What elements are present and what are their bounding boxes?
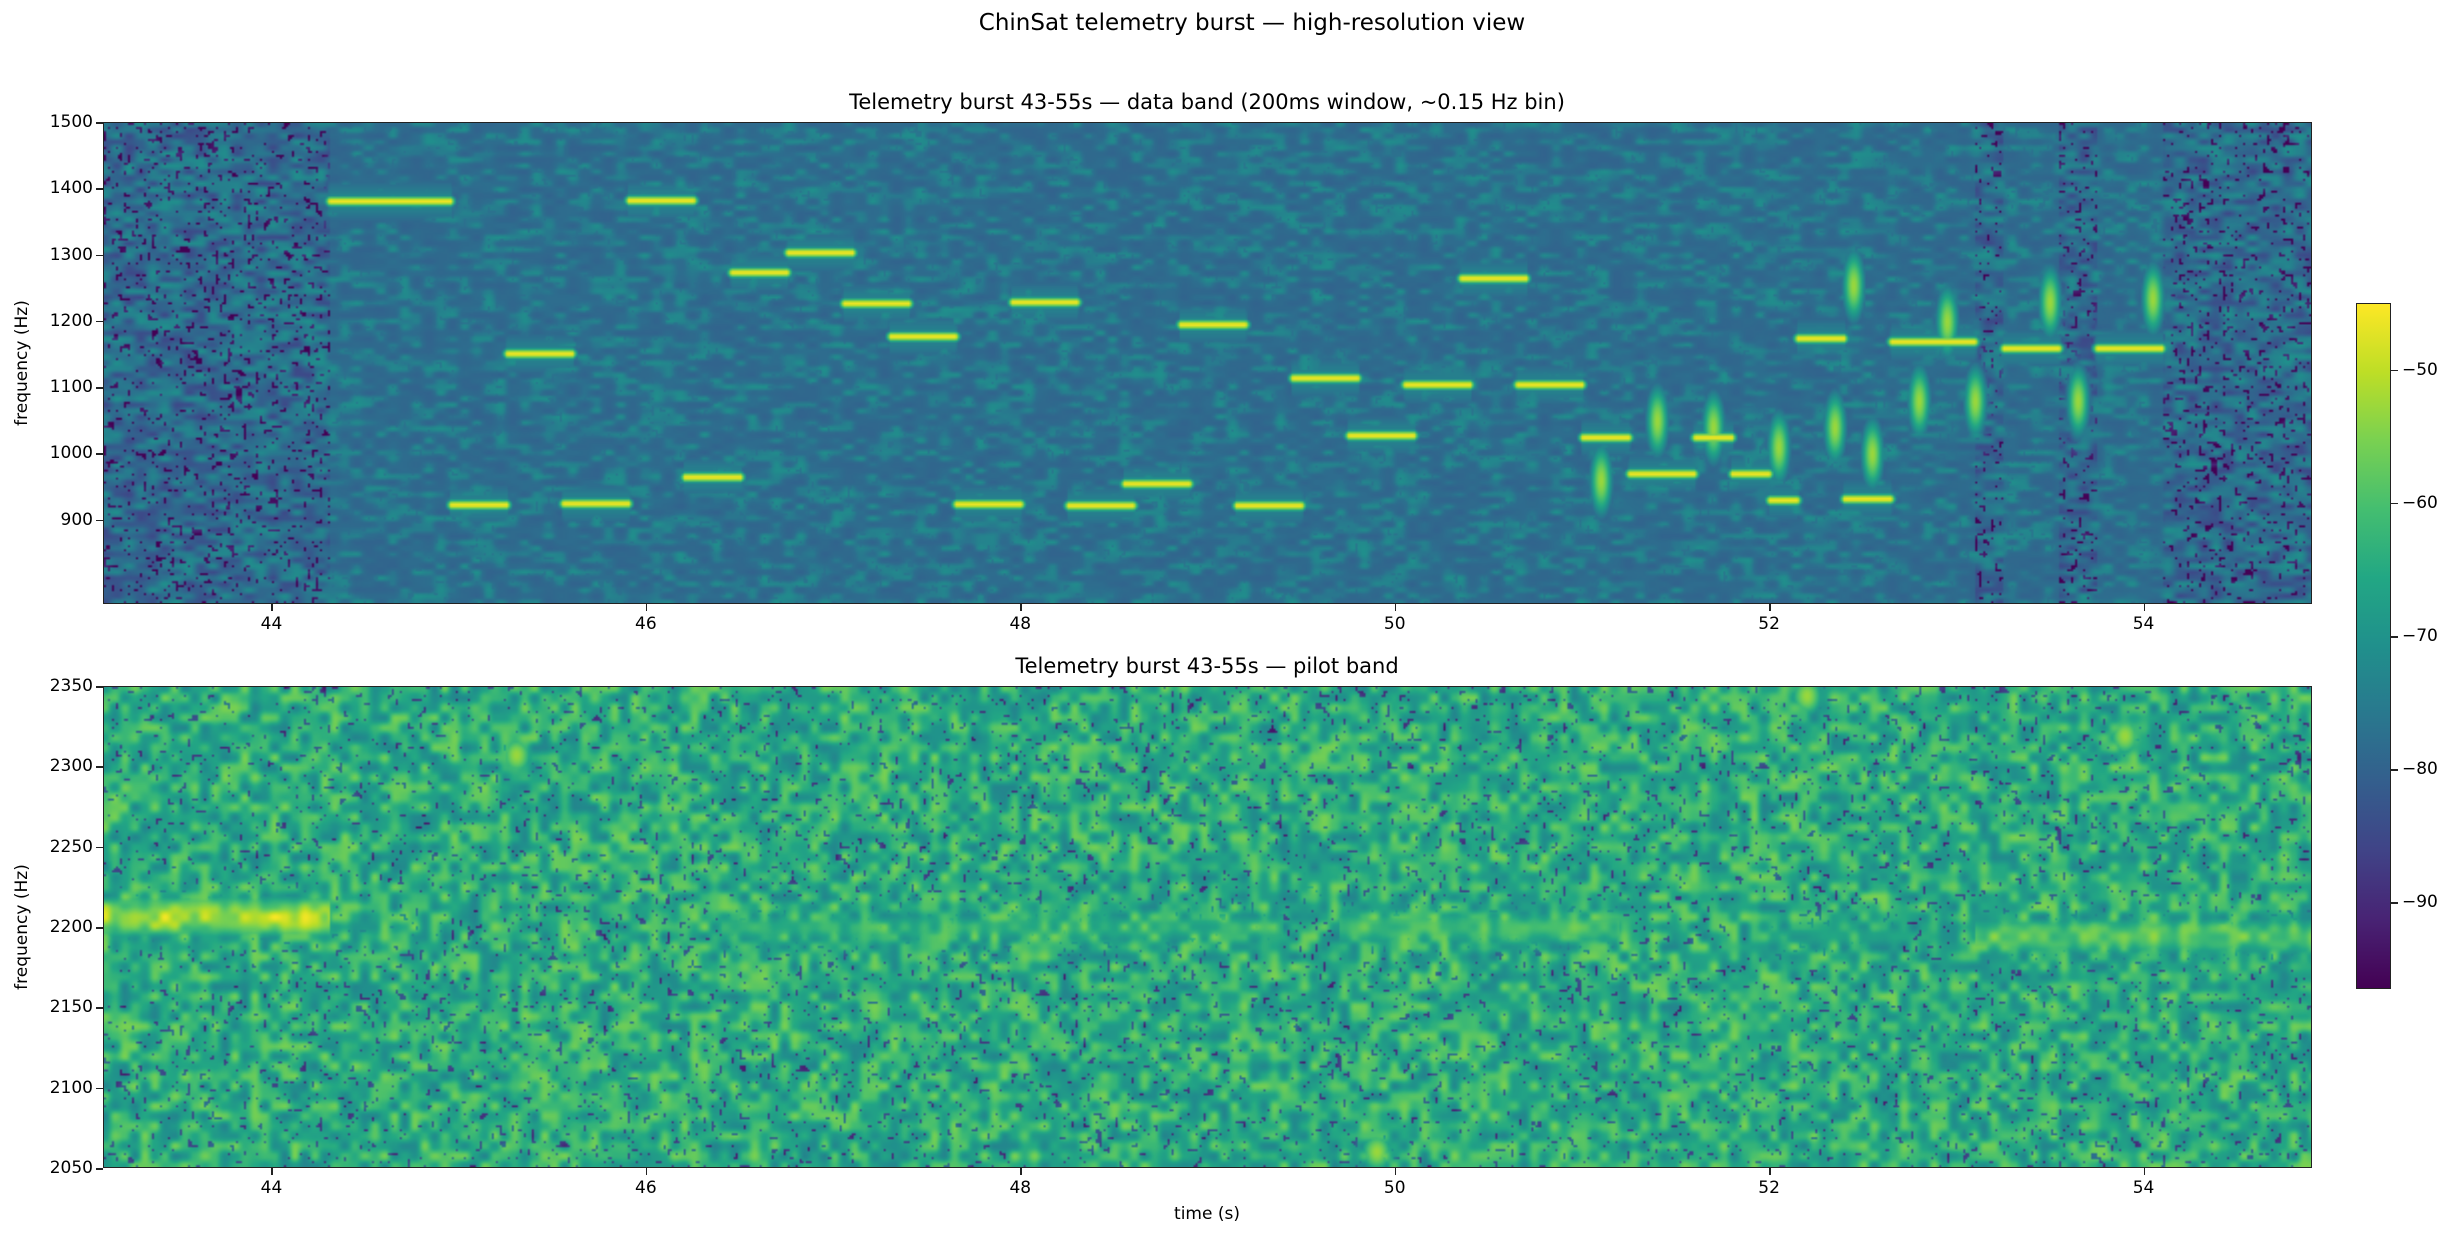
colorbar-tick-label: −60 [2402, 492, 2438, 513]
y-tick-label: 2300 [49, 756, 93, 777]
y-tick-label: 900 [60, 509, 93, 530]
data-band-spectrogram [103, 122, 2312, 604]
y-tick [96, 453, 103, 455]
x-tick [645, 1168, 648, 1175]
x-tick [1769, 1168, 1771, 1175]
y-tick [96, 1087, 103, 1090]
y-tick-label: 2250 [49, 836, 93, 857]
colorbar-tick [2391, 369, 2398, 372]
x-tick [1020, 604, 1022, 611]
y-tick [96, 519, 103, 522]
y-tick-label: 2100 [49, 1077, 93, 1098]
colorbar-tick-label: −80 [2402, 759, 2438, 780]
pilot-band-title: Telemetry burst 43-55s — pilot band [1015, 654, 1399, 678]
x-tick-label: 44 [260, 614, 283, 634]
x-tick-label: 46 [635, 614, 657, 634]
data-band-title: Telemetry burst 43-55s — data band (200m… [849, 90, 1565, 114]
y-tick-label: 1100 [49, 377, 93, 398]
y-tick [96, 122, 103, 124]
y-tick [96, 1168, 103, 1170]
x-tick-label: 44 [260, 1178, 283, 1198]
x-tick [1769, 604, 1771, 611]
colorbar-tick [2391, 636, 2398, 638]
y-tick [96, 846, 103, 849]
y-tick-label: 2150 [49, 997, 93, 1018]
x-tick [1394, 1168, 1397, 1175]
y-tick [96, 188, 103, 190]
y-tick [96, 766, 103, 768]
y-tick-label: 1300 [49, 244, 93, 265]
x-tick-label: 46 [635, 1178, 657, 1198]
figure-title: ChinSat telemetry burst — high-resolutio… [978, 10, 1526, 36]
x-tick [271, 1168, 273, 1175]
x-tick-label: 54 [2132, 1178, 2155, 1198]
pilot-band-y-axis-label: frequency (Hz) [12, 864, 32, 990]
x-tick-label: 48 [1009, 614, 1032, 634]
x-tick [2143, 1168, 2146, 1175]
y-tick [96, 320, 103, 323]
y-tick [96, 686, 103, 688]
x-tick [2143, 604, 2146, 611]
x-tick-label: 54 [2132, 614, 2155, 634]
x-tick-label: 52 [1758, 614, 1780, 634]
y-tick [96, 254, 103, 257]
colorbar-tick-label: −50 [2402, 359, 2438, 380]
y-tick-label: 2050 [49, 1158, 93, 1178]
data-band-heatmap [104, 123, 2311, 603]
colorbar-tick-label: −90 [2402, 892, 2438, 913]
x-tick [1020, 1168, 1022, 1175]
y-tick-label: 1200 [49, 310, 93, 331]
data-band-y-axis-label: frequency (Hz) [12, 300, 32, 426]
x-tick-label: 50 [1383, 1178, 1406, 1198]
y-tick-label: 1400 [49, 178, 93, 199]
y-tick-label: 2350 [49, 676, 93, 696]
colorbar-tick [2391, 502, 2398, 505]
y-tick-label: 2200 [49, 917, 93, 937]
colorbar [2356, 303, 2391, 989]
colorbar-tick [2391, 769, 2398, 771]
y-tick-label: 1500 [49, 112, 93, 132]
x-tick-label: 50 [1383, 614, 1406, 634]
pilot-band-spectrogram [103, 686, 2312, 1168]
x-tick [271, 604, 273, 611]
colorbar-tick-label: −70 [2402, 626, 2438, 646]
y-tick [96, 1007, 103, 1009]
y-tick-label: 1000 [49, 443, 93, 464]
x-tick [1394, 604, 1397, 611]
x-tick [645, 604, 648, 611]
x-tick-label: 52 [1758, 1178, 1780, 1198]
y-tick [96, 387, 103, 389]
y-tick [96, 927, 103, 929]
x-tick-label: 48 [1009, 1178, 1032, 1198]
pilot-band-heatmap [104, 687, 2311, 1167]
colorbar-tick [2391, 902, 2398, 904]
x-axis-label: time (s) [1174, 1204, 1240, 1224]
